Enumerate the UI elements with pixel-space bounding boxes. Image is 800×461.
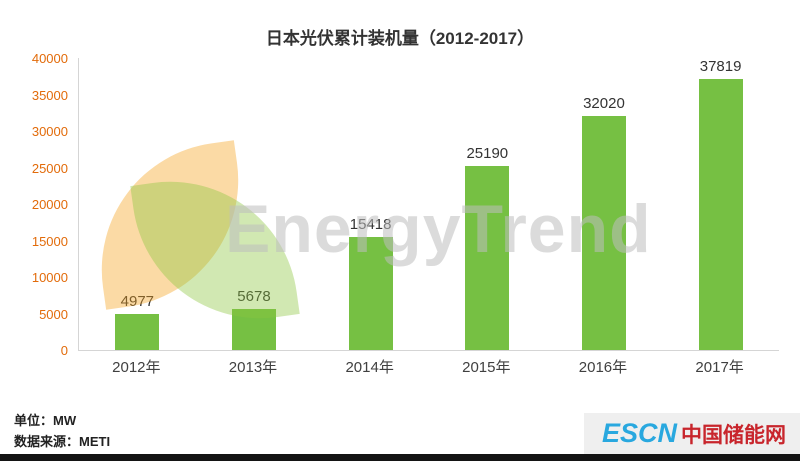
bar <box>698 79 743 350</box>
y-tick-label: 40000 <box>31 51 68 66</box>
y-tick-label: 20000 <box>31 197 68 212</box>
bar <box>231 309 276 350</box>
bar-value-label: 25190 <box>466 145 509 162</box>
y-tick-label: 5000 <box>39 306 68 322</box>
plot-area: 4977 5678 15418 25190 32020 37819 <box>78 58 779 351</box>
bar <box>465 166 510 350</box>
bottom-strip <box>0 454 800 461</box>
x-axis: 2012年 2013年 2014年 2015年 2016年 2017年 <box>78 356 778 377</box>
bar-slot: 5678 <box>199 58 309 350</box>
y-tick-label: 25000 <box>31 160 68 176</box>
bar-slot: 32020 <box>549 58 659 350</box>
y-axis: 0 5000 10000 15000 20000 25000 30000 35000 40000 <box>18 51 76 358</box>
x-tick-label: 2013年 <box>228 359 278 376</box>
escn-logo-en: ESCN <box>601 418 677 448</box>
y-tick-label: 15000 <box>31 233 68 249</box>
bar-value-label: 15418 <box>349 216 392 233</box>
escn-logo-cn: 中国储能网 <box>681 424 786 447</box>
escn-logo: ESCN 中国储能网 <box>583 413 800 454</box>
bar <box>581 116 626 350</box>
y-tick-label: 35000 <box>31 87 68 103</box>
y-tick-label: 0 <box>60 343 68 358</box>
bar-slot: 15418 <box>316 58 426 350</box>
bar-slot: 25190 <box>432 58 542 350</box>
unit-label: 单位：MW <box>14 413 77 428</box>
x-tick-label: 2014年 <box>345 359 394 376</box>
x-tick-label: 2012年 <box>112 359 161 376</box>
y-tick-label: 30000 <box>31 124 68 139</box>
source-label: 数据来源：METI <box>14 434 111 449</box>
bar-value-label: 5678 <box>237 288 271 305</box>
x-tick-label: 2015年 <box>462 359 511 376</box>
bar <box>348 237 393 350</box>
bar-value-label: 4977 <box>120 293 155 310</box>
chart-title: 日本光伏累计装机量（2012-2017） <box>265 29 535 48</box>
bar-slot: 4977 <box>82 58 192 350</box>
bar-chart: 0 5000 10000 15000 20000 25000 30000 35000 40000… <box>18 51 782 398</box>
x-tick-label: 2016年 <box>578 359 628 376</box>
y-tick-label: 10000 <box>31 270 68 285</box>
bar-slot: 37819 <box>666 58 776 350</box>
bar <box>115 314 160 350</box>
footer-notes: 单位：MW 数据来源：METI <box>14 410 110 452</box>
x-tick-label: 2017年 <box>695 359 744 376</box>
bar-value-label: 32020 <box>583 95 625 112</box>
bar-value-label: 37819 <box>699 58 742 75</box>
